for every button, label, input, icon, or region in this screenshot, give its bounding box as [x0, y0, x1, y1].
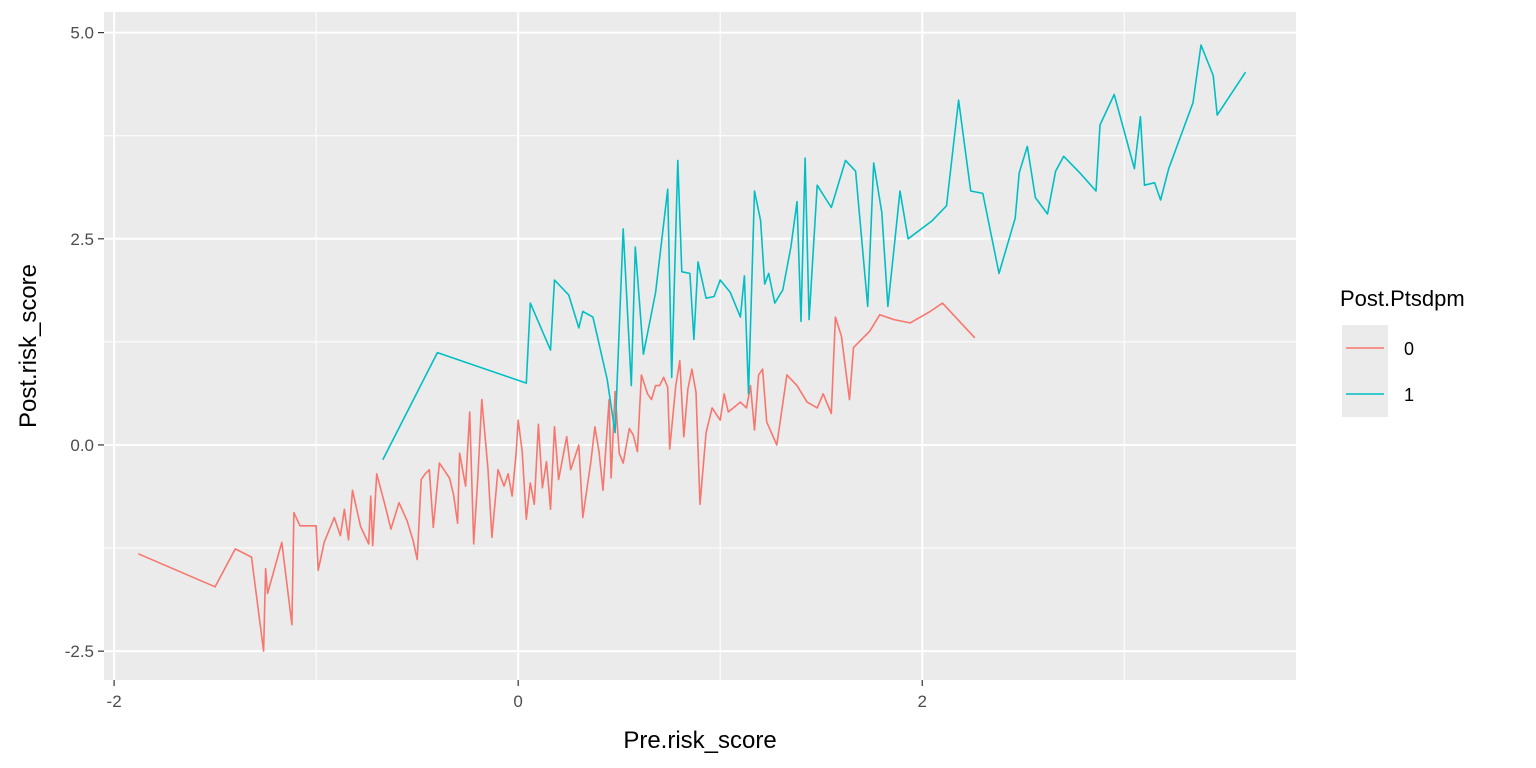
series-line-1	[382, 44, 1247, 461]
x-axis-title: Pre.risk_score	[623, 727, 776, 754]
legend: Post.Ptsdpm 0 1	[1340, 286, 1465, 417]
x-tick-label: -2	[107, 692, 122, 711]
minor-gridlines	[104, 12, 1296, 680]
series-layer	[137, 44, 1247, 652]
x-tick-label: 2	[918, 692, 927, 711]
series-line-0	[137, 302, 976, 652]
legend-label-0: 0	[1404, 339, 1414, 359]
x-axis: -2 0 2	[107, 680, 927, 711]
legend-label-1: 1	[1404, 385, 1414, 405]
x-tick-label: 0	[513, 692, 522, 711]
y-tick-label: 0.0	[70, 436, 94, 455]
major-gridlines	[104, 12, 1296, 680]
y-axis: -2.5 0.0 2.5 5.0	[65, 24, 104, 661]
plot-panel	[104, 12, 1296, 680]
legend-title: Post.Ptsdpm	[1340, 286, 1465, 311]
y-tick-label: 2.5	[70, 230, 94, 249]
y-tick-label: -2.5	[65, 642, 94, 661]
y-axis-title: Post.risk_score	[15, 264, 42, 428]
y-tick-label: 5.0	[70, 24, 94, 43]
